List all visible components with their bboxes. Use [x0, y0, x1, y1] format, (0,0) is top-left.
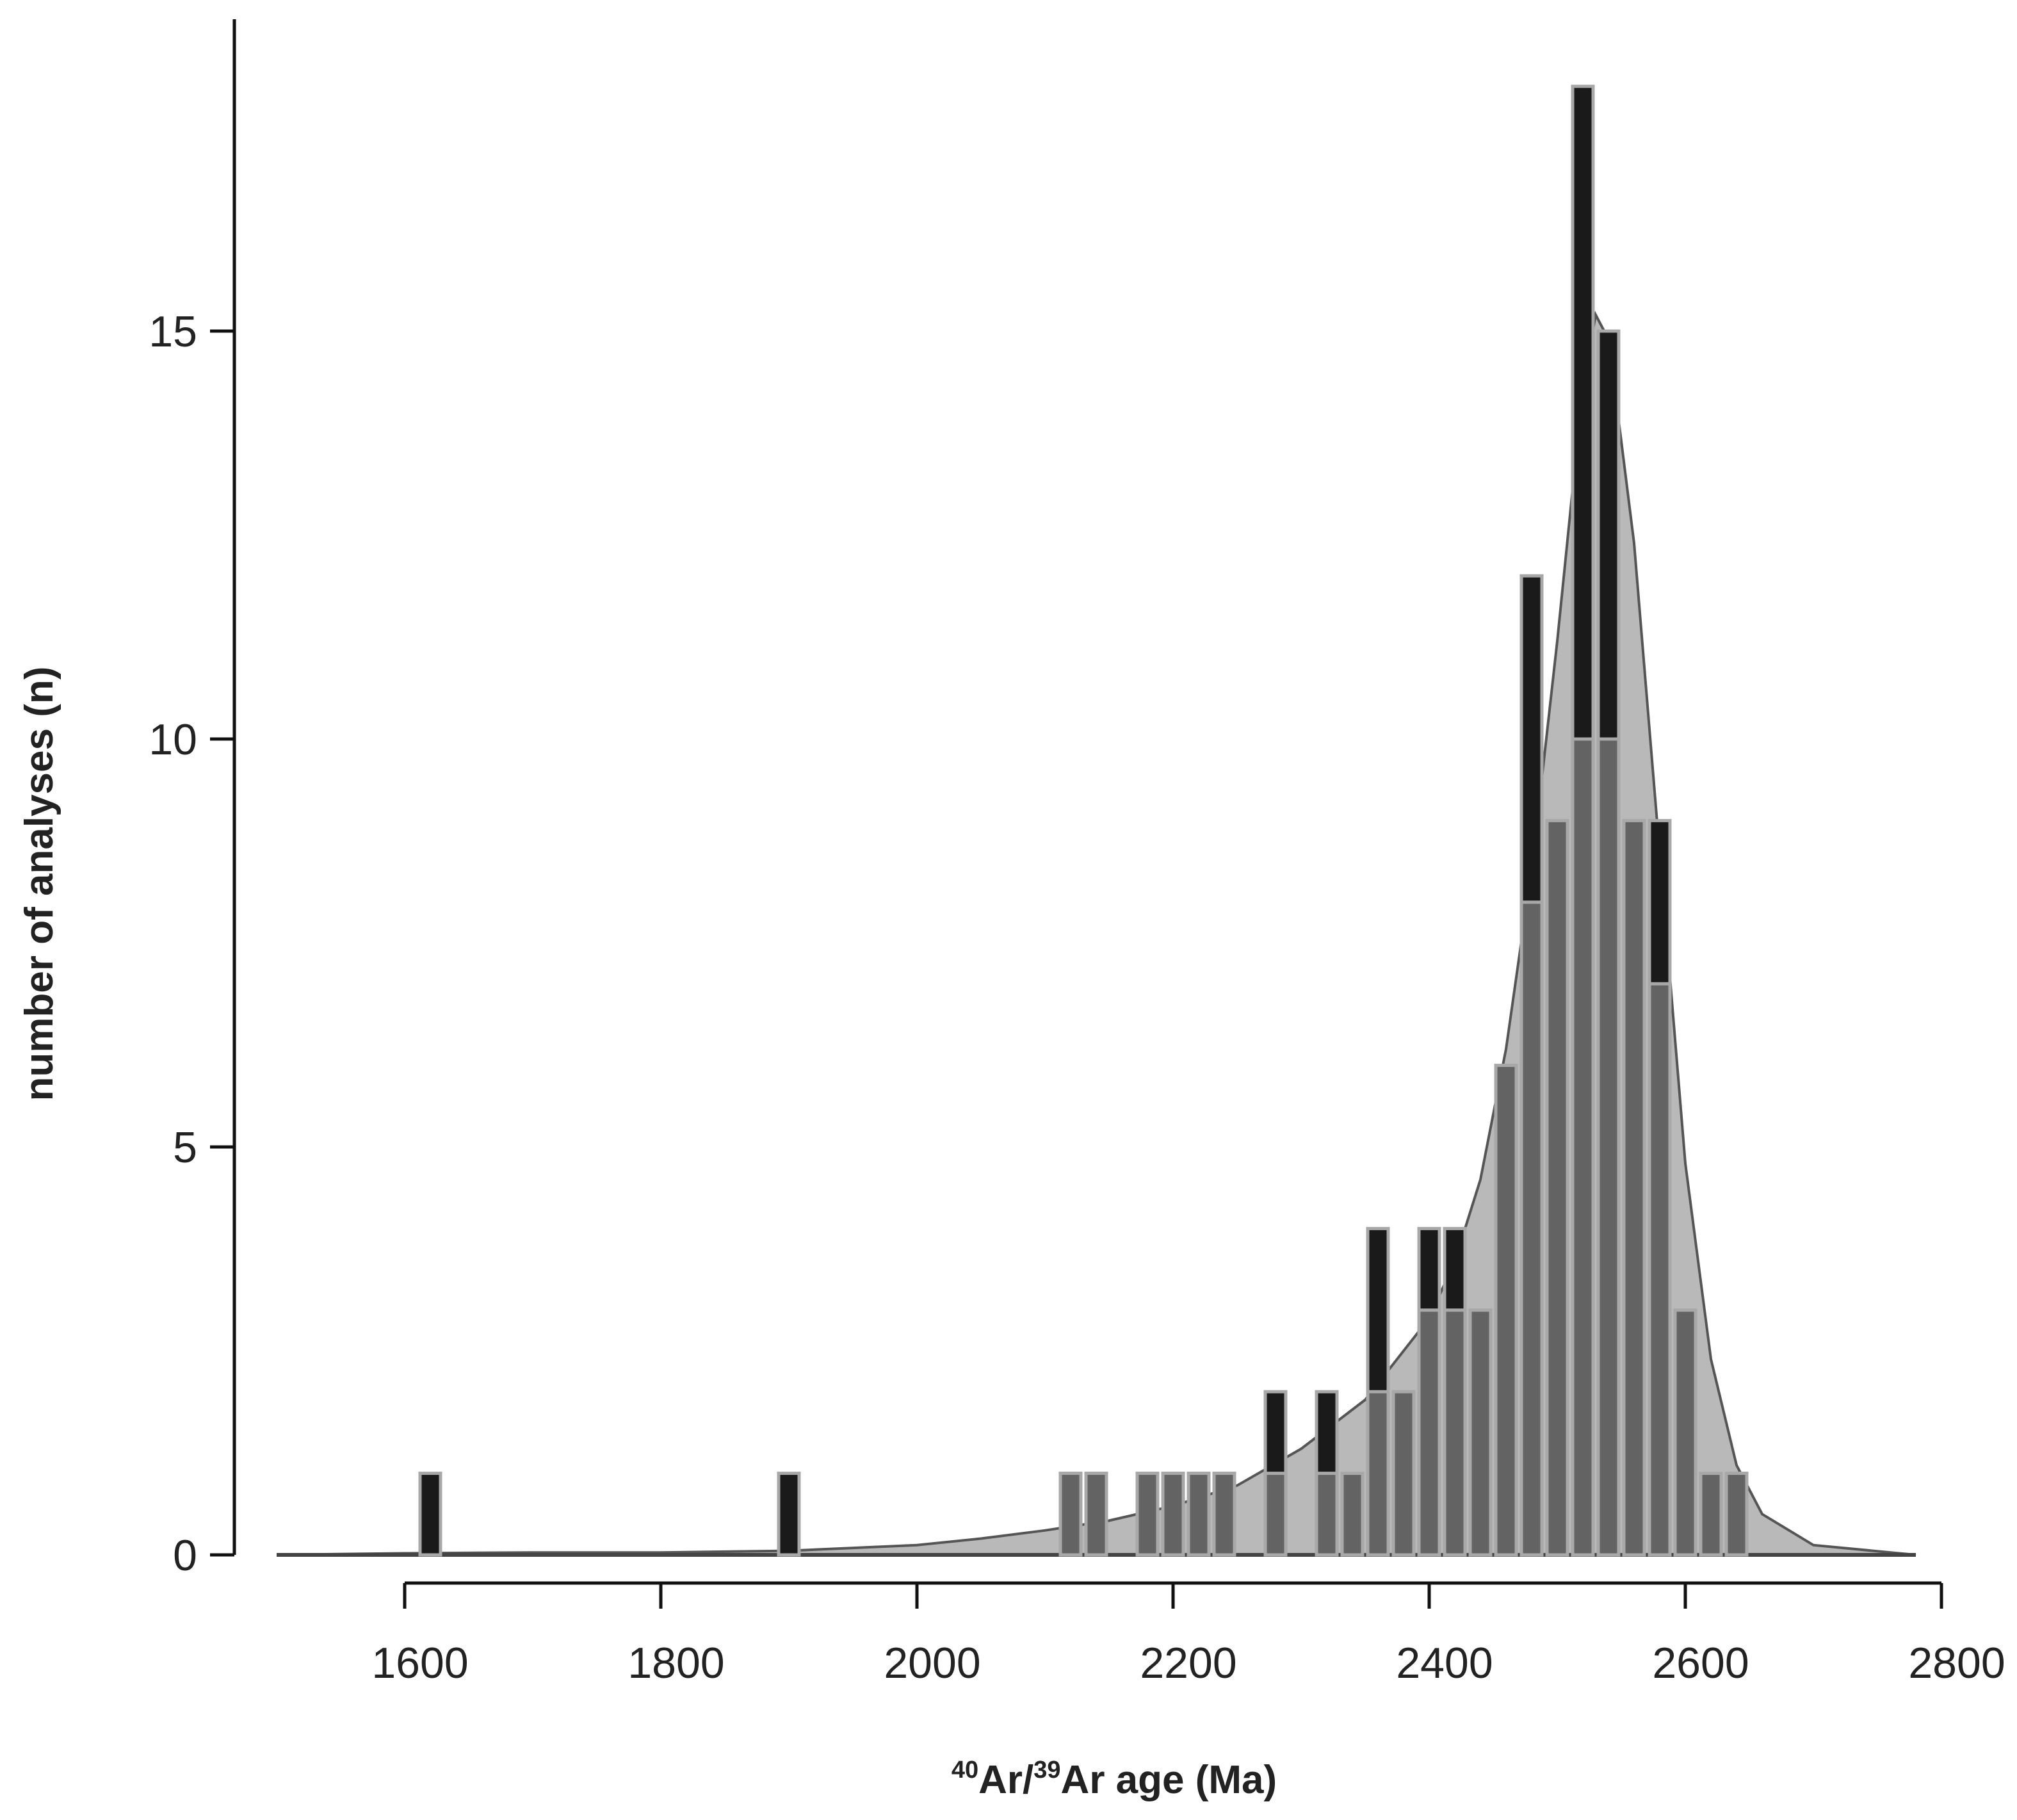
bar-subset-2560	[1622, 818, 1646, 1557]
x-tick-label-2000: 2000	[884, 1639, 980, 1687]
tick-labels: 0 5 10 15 1600 1800 2000 2200 2400 2600 2800	[149, 307, 2005, 1687]
bar-subset-2180	[1135, 1472, 1160, 1557]
bar-subset-2500	[1545, 818, 1569, 1557]
bar-subset-2340	[1340, 1472, 1365, 1557]
bar-subset-2380	[1391, 1390, 1416, 1557]
bar-subset-2640	[1724, 1472, 1749, 1557]
x-tick-label-1800: 1800	[628, 1639, 724, 1687]
bar-subset-2140	[1084, 1472, 1108, 1557]
bar-subset-2120	[1058, 1472, 1083, 1557]
bar-subset-2460	[1494, 1064, 1518, 1557]
bars-subset	[1058, 737, 1749, 1557]
x-tick-label-2800: 2800	[1908, 1639, 2005, 1687]
bar-subset-2240	[1212, 1472, 1236, 1557]
bar-subset-2440	[1468, 1308, 1493, 1557]
y-tick-label-0: 0	[173, 1531, 197, 1580]
bar-subset-2200	[1161, 1472, 1185, 1557]
bar-all-1900	[777, 1472, 801, 1557]
bar-subset-2580	[1648, 982, 1672, 1557]
x-axis-title: 40Ar/39Ar age (Ma)	[952, 1757, 1277, 1802]
x-tick-label-2200: 2200	[1140, 1639, 1236, 1687]
bar-subset-2620	[1699, 1472, 1723, 1557]
y-tick-label-10: 10	[149, 715, 197, 764]
x-tick-label-2400: 2400	[1396, 1639, 1493, 1687]
bar-subset-2420	[1443, 1308, 1467, 1557]
x-tick-label-1600: 1600	[371, 1639, 468, 1687]
y-tick-label-5: 5	[173, 1123, 197, 1172]
bar-subset-2360	[1366, 1390, 1390, 1557]
bar-subset-2220	[1187, 1472, 1211, 1557]
y-tick-label-15: 15	[149, 307, 197, 356]
bar-subset-2280	[1263, 1472, 1288, 1557]
x-tick-label-2600: 2600	[1652, 1639, 1749, 1687]
axes	[210, 19, 1943, 1609]
bar-subset-2400	[1417, 1308, 1441, 1557]
bar-subset-2480	[1519, 900, 1544, 1557]
bar-subset-2520	[1571, 737, 1595, 1557]
bar-all-1620	[418, 1472, 442, 1557]
bar-subset-2540	[1596, 737, 1621, 1557]
bar-subset-2320	[1315, 1472, 1339, 1557]
y-axis-title: number of analyses (n)	[17, 667, 61, 1101]
bar-subset-2600	[1673, 1308, 1697, 1557]
